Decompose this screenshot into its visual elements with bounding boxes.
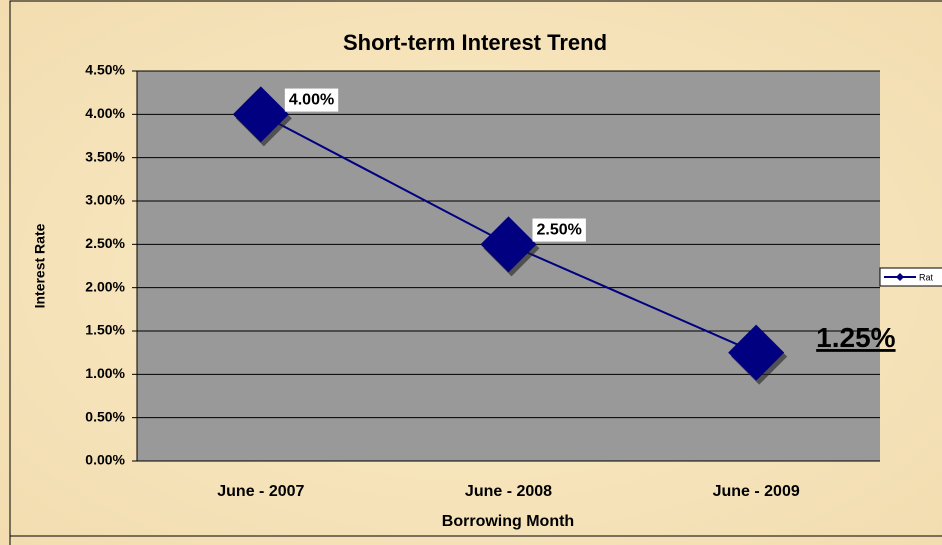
y-tick-label: 0.50% bbox=[85, 408, 125, 424]
marker bbox=[232, 86, 289, 143]
data-label-group: 4.00% bbox=[284, 88, 339, 112]
data-label-box bbox=[284, 88, 339, 112]
y-tick-label: 4.50% bbox=[85, 62, 125, 78]
y-tick-label: 3.50% bbox=[85, 148, 125, 164]
marker bbox=[480, 216, 537, 273]
y-tick-label: 2.00% bbox=[85, 278, 125, 294]
y-tick-label: 1.00% bbox=[85, 365, 125, 381]
marker bbox=[728, 324, 785, 381]
x-axis-label: Borrowing Month bbox=[442, 513, 574, 530]
legend-label: Rat bbox=[919, 272, 934, 282]
y-tick-label: 2.50% bbox=[85, 235, 125, 251]
y-tick-label: 4.00% bbox=[85, 105, 125, 121]
x-tick-label: June - 2008 bbox=[465, 483, 552, 500]
x-tick-label: June - 2009 bbox=[713, 483, 800, 500]
data-label: 4.00% bbox=[289, 92, 334, 109]
data-label-group: 2.50% bbox=[532, 218, 586, 242]
chart-title: Short-term Interest Trend bbox=[343, 30, 607, 55]
chart-border bbox=[9, 0, 942, 545]
y-tick-label: 0.00% bbox=[85, 452, 125, 468]
y-tick-label: 1.50% bbox=[85, 322, 125, 338]
data-label: 1.25% bbox=[816, 322, 895, 353]
y-axis-label: Interest Rate bbox=[32, 223, 48, 308]
data-label: 2.50% bbox=[537, 222, 582, 239]
y-tick-label: 3.00% bbox=[85, 192, 125, 208]
legend-marker bbox=[896, 273, 904, 281]
data-label-group: 1.25% bbox=[816, 322, 895, 353]
x-tick-label: June - 2007 bbox=[217, 483, 304, 500]
data-label-box bbox=[532, 218, 586, 242]
